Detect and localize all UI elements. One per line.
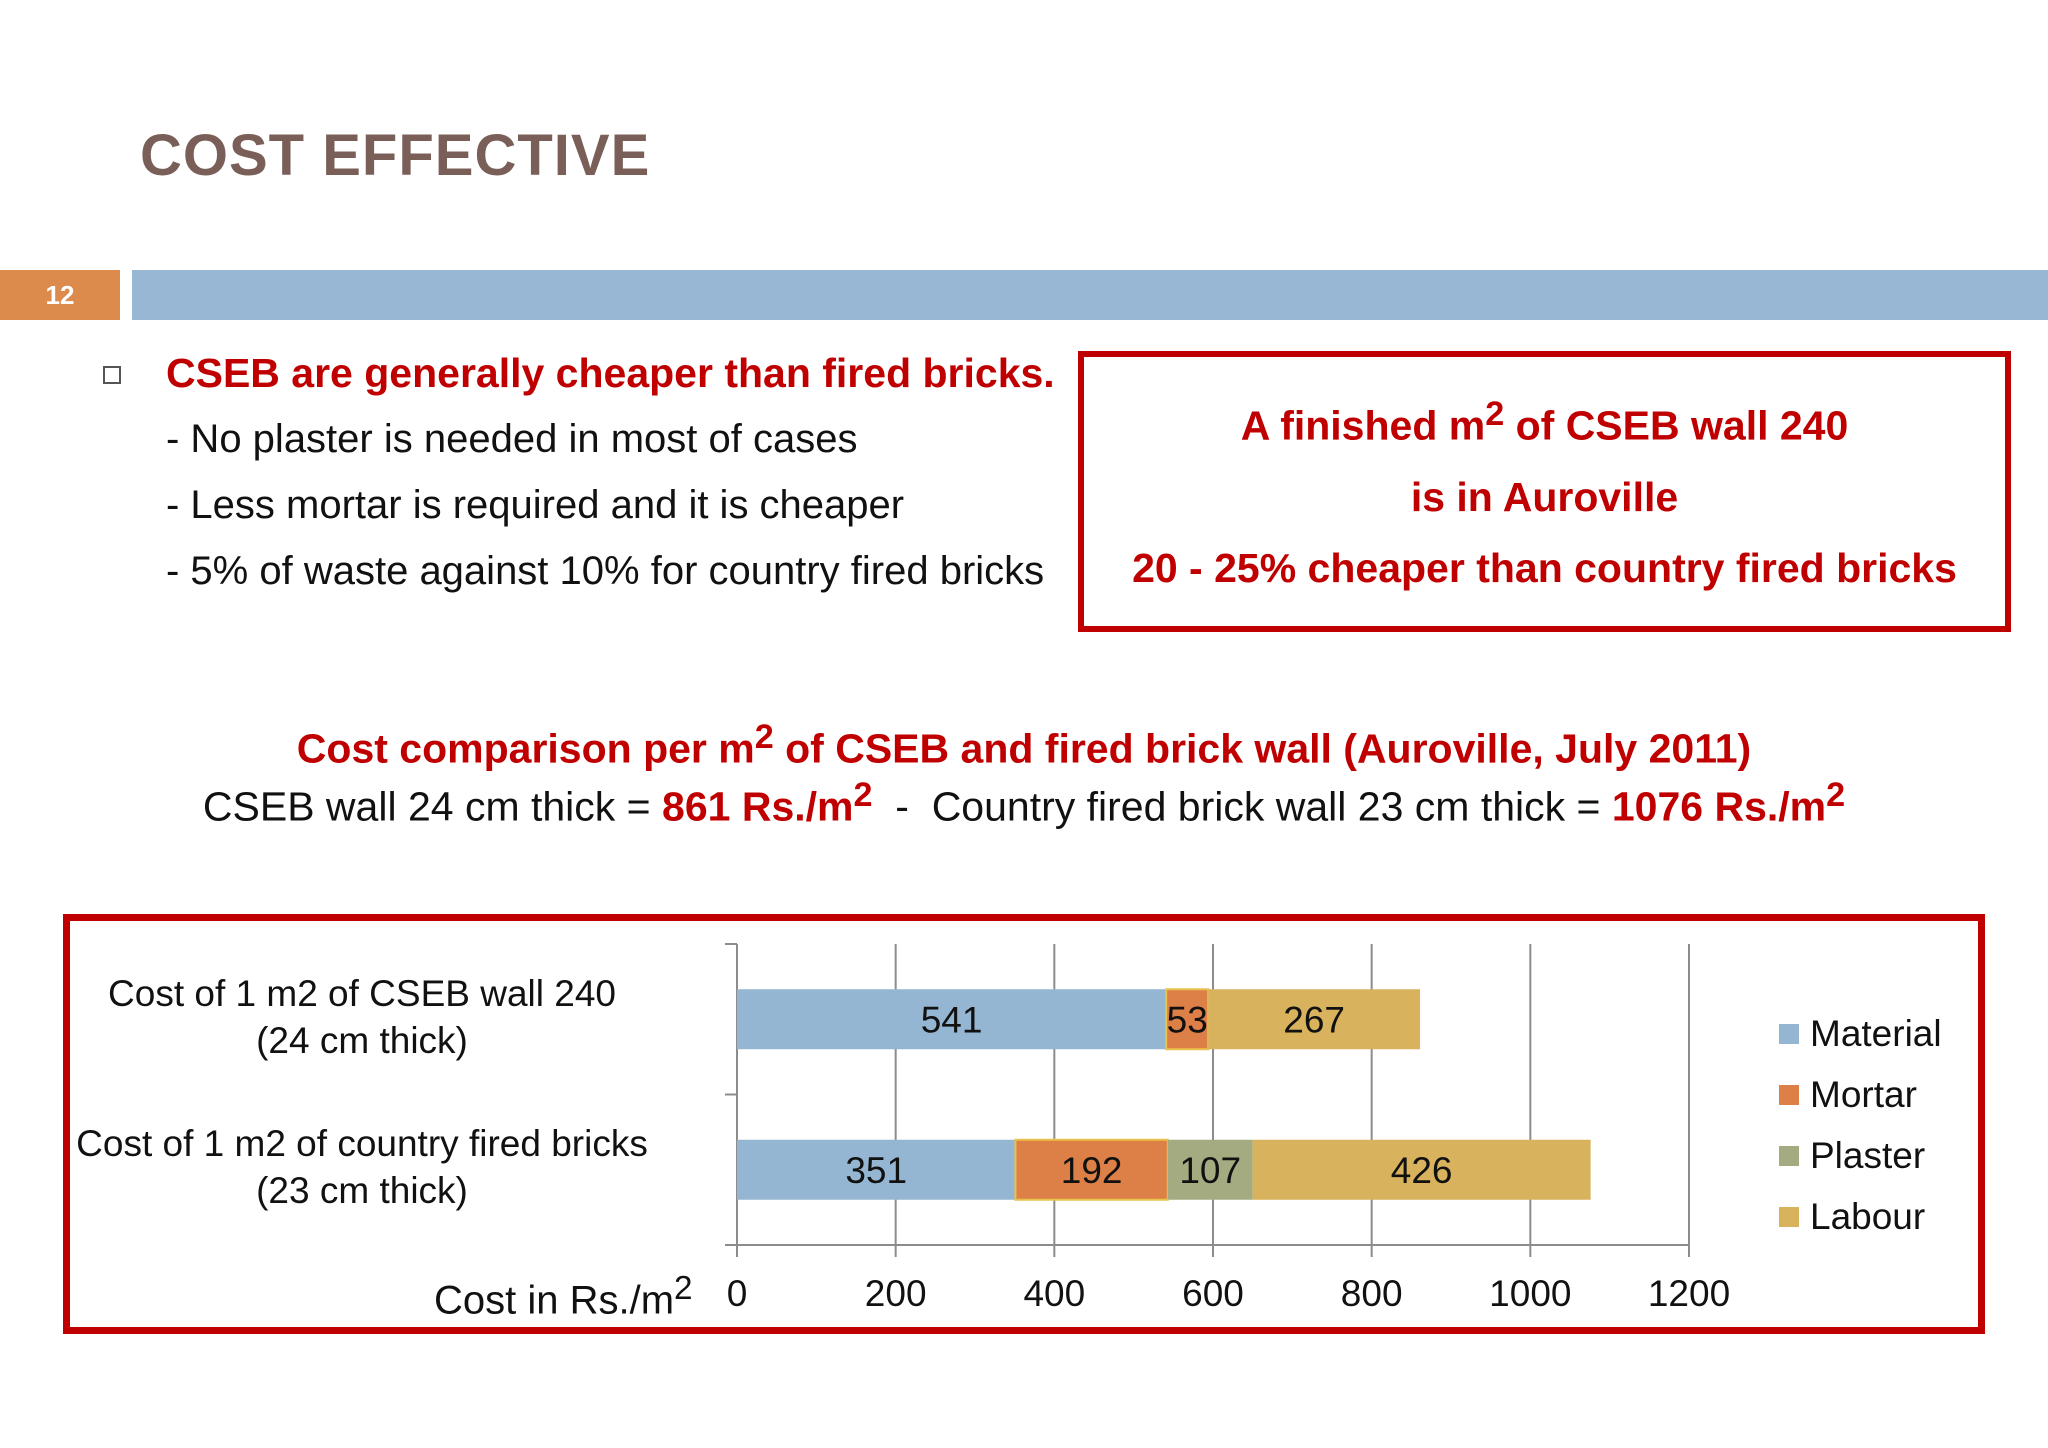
bar-0-labour xyxy=(1208,989,1421,1050)
x-tick-label-200: 200 xyxy=(865,1273,927,1314)
x-axis-title-text: Cost in Rs./m xyxy=(434,1278,675,1323)
category-label-fired-line-1: Cost of 1 m2 of country fired bricks xyxy=(76,1123,648,1164)
category-label-fired-line-2: (23 cm thick) xyxy=(256,1170,468,1211)
cseb-label: CSEB wall 24 cm thick = xyxy=(202,783,663,830)
fired-value: 1076 Rs./m xyxy=(1611,783,1827,830)
legend-swatch-material xyxy=(1779,1024,1799,1044)
x-tick-label-800: 800 xyxy=(1341,1273,1403,1314)
data-label-0-mortar: 53 xyxy=(1167,999,1208,1040)
category-label-cseb-line-2: (24 cm thick) xyxy=(256,1020,468,1061)
comparison-title-pre: Cost comparison per m xyxy=(296,725,755,772)
comparison-line: CSEB wall 24 cm thick = 861 Rs./m2 - Cou… xyxy=(0,776,2048,831)
bullet-sub-3: - 5% of waste against 10% for country fi… xyxy=(166,549,1045,593)
comparison-title-post: of CSEB and fired brick wall (Auroville,… xyxy=(773,725,1752,772)
highlight-line-3: 20 - 25% cheaper than country fired bric… xyxy=(1132,544,1957,591)
fired-label: Country fired brick wall 23 cm thick = xyxy=(931,783,1612,830)
comparison-separator: - xyxy=(872,783,932,830)
data-label-0-labour: 267 xyxy=(1283,999,1345,1040)
bullet-square-icon xyxy=(103,366,121,384)
comparison-title: Cost comparison per m2 of CSEB and fired… xyxy=(0,718,2048,773)
bar-1-material xyxy=(737,1139,1016,1200)
x-tick-label-600: 600 xyxy=(1182,1273,1244,1314)
highlight-box: A finished m2 of CSEB wall 240 is in Aur… xyxy=(1078,351,2011,632)
category-label-cseb-line-1: Cost of 1 m2 of CSEB wall 240 xyxy=(108,973,616,1014)
bullet-sub-2: - Less mortar is required and it is chea… xyxy=(166,483,905,527)
highlight-line-1-sup: 2 xyxy=(1485,395,1505,434)
bullet-main-text: CSEB are generally cheaper than fired br… xyxy=(166,350,1055,396)
fired-value-sup: 2 xyxy=(1826,776,1846,814)
bar-1-mortar xyxy=(1014,1138,1169,1201)
x-tick-label-1000: 1000 xyxy=(1489,1273,1571,1314)
data-label-1-mortar: 192 xyxy=(1061,1150,1123,1191)
legend-swatch-plaster xyxy=(1779,1146,1799,1166)
slide-number: 12 xyxy=(0,270,120,320)
category-label-cseb: Cost of 1 m2 of CSEB wall 240 (24 cm thi… xyxy=(22,970,702,1064)
bar-0-mortar xyxy=(1165,988,1210,1051)
category-label-fired: Cost of 1 m2 of country fired bricks (23… xyxy=(22,1120,702,1214)
legend-label-plaster: Plaster xyxy=(1810,1135,1925,1176)
legend-label-labour: Labour xyxy=(1810,1196,1925,1237)
slide-title: COST EFFECTIVE xyxy=(140,123,651,188)
x-axis-title-sup: 2 xyxy=(674,1270,693,1307)
x-tick-label-400: 400 xyxy=(1023,1273,1085,1314)
x-tick-label-0: 0 xyxy=(727,1273,748,1314)
bullet-sub-1: - No plaster is needed in most of cases xyxy=(166,417,858,461)
x-axis-title: Cost in Rs./m2 xyxy=(434,1270,693,1323)
legend-swatch-labour xyxy=(1779,1207,1799,1227)
cseb-value-sup: 2 xyxy=(853,776,873,814)
cseb-value: 861 Rs./m xyxy=(662,783,854,830)
data-label-0-material: 541 xyxy=(921,999,983,1040)
legend-label-material: Material xyxy=(1810,1013,1942,1054)
bar-1-plaster xyxy=(1167,1139,1253,1200)
comparison-title-sup: 2 xyxy=(754,718,774,756)
highlight-line-2: is in Auroville xyxy=(1410,473,1679,520)
data-label-1-plaster: 107 xyxy=(1179,1150,1241,1191)
highlight-line-1-post: of CSEB wall 240 xyxy=(1504,402,1849,449)
data-label-1-material: 351 xyxy=(845,1150,907,1191)
bar-1-labour xyxy=(1252,1139,1591,1200)
highlight-line-1-pre: A finished m xyxy=(1240,402,1486,449)
data-label-1-labour: 426 xyxy=(1391,1150,1453,1191)
header-bar xyxy=(132,270,2048,320)
highlight-line-1: A finished m2 of CSEB wall 240 xyxy=(1241,379,1849,462)
legend-label-mortar: Mortar xyxy=(1810,1074,1917,1115)
legend-swatch-mortar xyxy=(1779,1085,1799,1105)
bar-0-material xyxy=(737,989,1167,1050)
x-tick-label-1200: 1200 xyxy=(1648,1273,1730,1314)
chart-frame xyxy=(63,914,1985,1334)
